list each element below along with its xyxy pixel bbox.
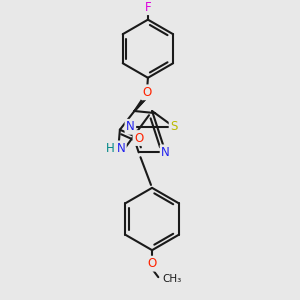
Text: N: N (117, 142, 125, 155)
Text: N: N (161, 146, 170, 159)
Text: O: O (142, 86, 152, 99)
Text: O: O (134, 131, 143, 145)
Text: F: F (145, 1, 151, 14)
Text: O: O (148, 257, 157, 270)
Text: H: H (106, 142, 115, 155)
Text: CH₃: CH₃ (163, 274, 182, 284)
Text: N: N (126, 120, 135, 133)
Text: S: S (170, 120, 178, 133)
